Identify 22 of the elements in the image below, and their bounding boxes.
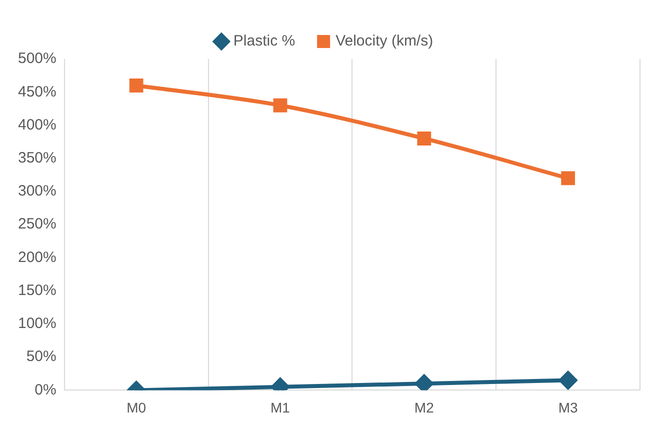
- point: [559, 371, 578, 390]
- point: [417, 132, 432, 146]
- y-tick-label: 450%: [18, 83, 56, 100]
- y-tick-label: 200%: [18, 248, 56, 266]
- y-tick-label: 150%: [18, 282, 56, 299]
- y-tick-label: 0%: [34, 381, 56, 398]
- point: [561, 171, 575, 186]
- y-tick-label: 50%: [26, 348, 56, 366]
- y-tick-label: 400%: [18, 116, 56, 134]
- point: [129, 78, 144, 92]
- y-tick-label: 300%: [18, 182, 56, 200]
- point: [273, 98, 288, 112]
- legend-label: Velocity (km/s): [336, 32, 434, 50]
- y-tick-label: 250%: [18, 216, 56, 233]
- x-tick-label: M2: [414, 399, 434, 416]
- y-tick-label: 100%: [18, 315, 56, 332]
- legend-label: Plastic %: [233, 32, 296, 50]
- y-tick-label: 350%: [18, 150, 56, 166]
- x-tick-label: M3: [558, 399, 578, 416]
- x-tick-label: M0: [126, 399, 146, 416]
- x-tick-label: M1: [270, 399, 290, 416]
- y-tick-label: 500%: [18, 50, 56, 68]
